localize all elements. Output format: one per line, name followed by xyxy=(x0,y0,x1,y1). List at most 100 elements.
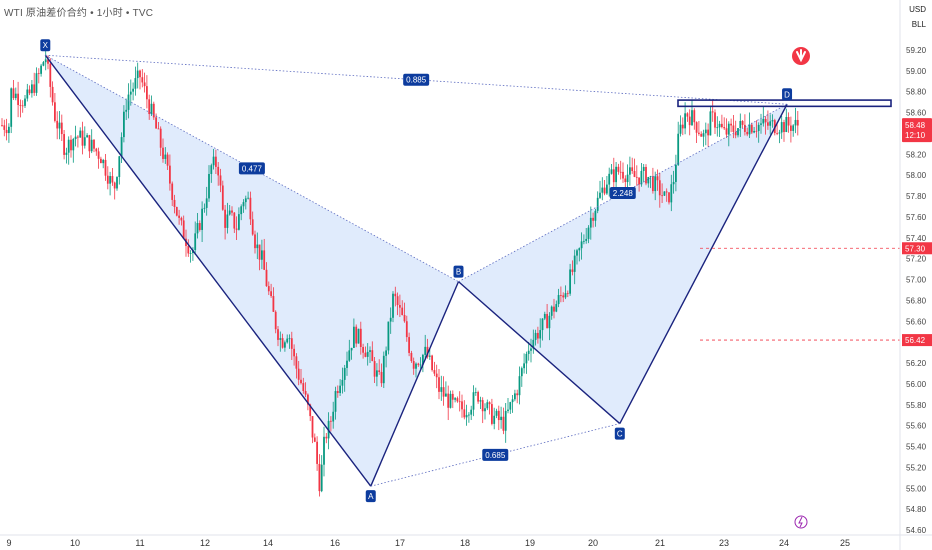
candle-body xyxy=(447,393,450,408)
lightning-icon xyxy=(794,515,808,529)
candle-body xyxy=(267,286,270,292)
candle-body xyxy=(741,120,744,125)
candle-body xyxy=(654,176,657,192)
y-tick-label: 55.00 xyxy=(906,484,927,493)
candle-body xyxy=(83,137,86,146)
candle-body xyxy=(399,305,401,308)
point-badge xyxy=(365,490,376,503)
candle-body xyxy=(668,192,670,203)
candle-body xyxy=(261,250,263,260)
candle-body xyxy=(732,125,735,132)
candle-body xyxy=(497,410,500,421)
y-tick-label: 56.60 xyxy=(906,317,927,326)
candle-body xyxy=(320,464,323,492)
candle-body xyxy=(123,111,125,138)
candle-body xyxy=(461,401,463,410)
candle-body xyxy=(235,228,238,230)
candle-body xyxy=(290,338,293,349)
y-tick-label: 57.00 xyxy=(906,276,927,285)
candle-body xyxy=(403,314,406,322)
candle-body xyxy=(152,103,155,118)
x-tick-label: 9 xyxy=(6,538,11,548)
candle-body xyxy=(293,348,295,357)
candle-body xyxy=(226,214,229,228)
candle-body xyxy=(560,295,562,296)
candle-body xyxy=(622,171,624,179)
candle-body xyxy=(587,227,590,239)
candle-body xyxy=(313,437,316,442)
candle-body xyxy=(387,321,390,351)
candle-body xyxy=(408,337,410,353)
candle-body xyxy=(279,338,282,340)
candle-body xyxy=(125,109,128,112)
candle-body xyxy=(180,217,183,221)
candle-body xyxy=(649,176,652,178)
candle-body xyxy=(81,130,84,146)
candle-body xyxy=(288,338,291,340)
y-axis[interactable]: 54.60 54.80 55.00 55.20 55.40 55.60 55.80 56.00… xyxy=(899,0,932,550)
x-tick-label: 10 xyxy=(70,538,80,548)
candle-body xyxy=(794,119,797,126)
candle-body xyxy=(86,135,88,138)
candle-body xyxy=(51,86,54,103)
unit-label[interactable]: BLL xyxy=(911,20,926,29)
y-tick-label: 56.80 xyxy=(906,296,927,305)
candle-body xyxy=(178,215,180,218)
candle-body xyxy=(401,307,404,315)
candle-body xyxy=(661,195,663,197)
candle-body xyxy=(14,93,17,99)
x-axis[interactable]: 9 10 11 12 14 16 17 18 19 20 21 23 24 25 xyxy=(0,515,932,548)
candle-body xyxy=(309,404,312,417)
ratio-badge xyxy=(482,448,509,461)
candle-body xyxy=(318,463,321,492)
candle-body xyxy=(431,355,433,371)
candle-body xyxy=(72,139,75,151)
candle-body xyxy=(695,122,698,133)
candle-body xyxy=(35,73,38,93)
candle-body xyxy=(88,135,91,152)
point-label-x: X xyxy=(43,41,49,50)
candle-body xyxy=(776,133,778,134)
candle-body xyxy=(353,326,355,348)
candle-body xyxy=(173,199,176,207)
currency-label[interactable]: USD xyxy=(909,5,926,14)
candle-body xyxy=(463,409,466,418)
candle-body xyxy=(210,165,213,174)
y-tick-label: 55.20 xyxy=(906,463,927,472)
candle-body xyxy=(31,84,33,94)
candle-body xyxy=(445,393,447,397)
harmonic-pattern-fill xyxy=(45,55,788,487)
candle-body xyxy=(523,363,525,369)
candle-body xyxy=(394,293,397,297)
candle-body xyxy=(139,70,141,78)
candle-body xyxy=(323,436,325,465)
candle-body xyxy=(693,110,696,123)
candle-body xyxy=(417,363,420,365)
candle-body xyxy=(534,332,537,340)
candle-body xyxy=(739,120,742,129)
annotations: X A B C D 0.477 0.685 2.248 0.885 xyxy=(40,39,900,503)
candle-body xyxy=(304,390,307,395)
candle-body xyxy=(541,318,544,331)
candle-body xyxy=(484,408,486,412)
candle-body xyxy=(647,177,650,184)
candle-body xyxy=(479,400,482,402)
candle-body xyxy=(470,409,473,415)
candle-body xyxy=(364,352,367,357)
candle-body xyxy=(332,411,335,422)
candle-body xyxy=(688,116,691,126)
candle-body xyxy=(373,361,376,377)
down-arrow-icon xyxy=(792,47,810,65)
candle-body xyxy=(100,158,102,164)
bcd-triangle xyxy=(458,104,788,424)
candle-body xyxy=(727,123,730,135)
candle-body xyxy=(714,112,716,128)
ratio-badge xyxy=(609,186,636,199)
candle-body xyxy=(608,173,611,185)
price-level-badge xyxy=(902,334,932,347)
candle-body xyxy=(231,210,233,213)
candle-body xyxy=(507,409,509,411)
candle-body xyxy=(670,184,673,203)
candle-body xyxy=(224,209,226,228)
